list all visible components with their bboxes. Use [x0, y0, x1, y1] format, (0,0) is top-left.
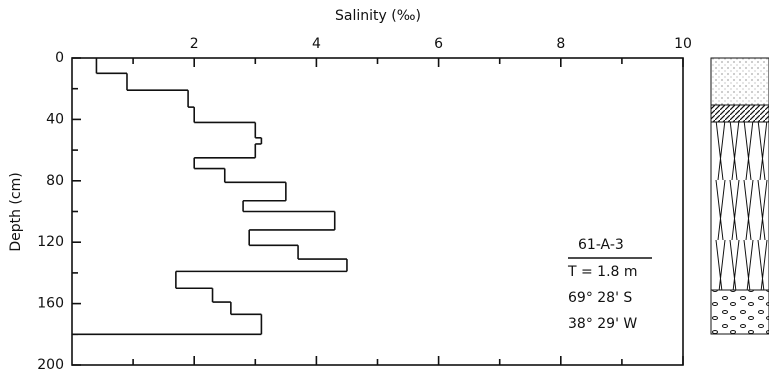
- x-tick-label: 8: [556, 36, 565, 52]
- x-tick-label: 6: [434, 36, 443, 52]
- x-tick-label: 4: [312, 36, 321, 52]
- x-axis-title: Salinity (‰): [335, 8, 421, 24]
- y-axis-title: Depth (cm): [8, 172, 24, 251]
- x-tick-label: 2: [190, 36, 199, 52]
- y-tick-label: 0: [55, 50, 64, 66]
- core-length: T = 1.8 m: [567, 264, 638, 280]
- annotation: 61-A-3 T = 1.8 m 69° 28' S 38° 29' W: [567, 237, 652, 332]
- y-tick-label: 80: [46, 173, 64, 189]
- y-tick-label: 160: [37, 296, 64, 312]
- y-tick-label: 200: [37, 357, 64, 371]
- core-column: [710, 57, 769, 335]
- x-tick-label: 10: [674, 36, 692, 52]
- latitude: 69° 28' S: [568, 290, 632, 306]
- y-tick-label: 120: [37, 234, 64, 250]
- y-tick-label: 40: [46, 111, 64, 127]
- longitude: 38° 29' W: [568, 316, 637, 332]
- core-id: 61-A-3: [578, 237, 624, 253]
